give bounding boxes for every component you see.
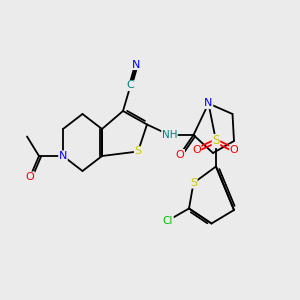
Text: NH: NH [162, 130, 177, 140]
Text: O: O [176, 149, 184, 160]
Text: S: S [134, 146, 142, 157]
Text: O: O [192, 145, 201, 155]
Text: S: S [190, 178, 197, 188]
Text: N: N [59, 151, 67, 161]
Text: Cl: Cl [163, 215, 173, 226]
Text: N: N [132, 59, 141, 70]
Text: O: O [230, 145, 238, 155]
Text: O: O [26, 172, 34, 182]
Text: C: C [127, 80, 134, 91]
Text: N: N [204, 98, 213, 109]
Text: S: S [212, 134, 220, 148]
